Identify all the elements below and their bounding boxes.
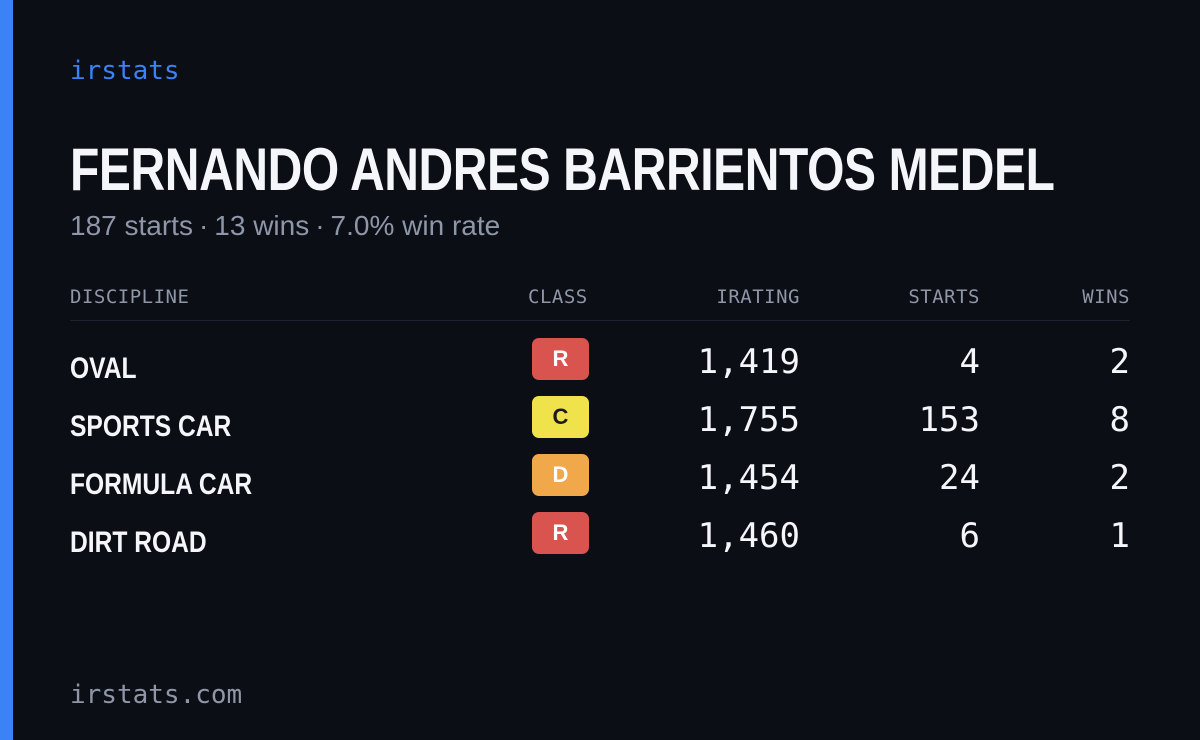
starts-value: 153 (918, 400, 980, 440)
irating-value: 1,755 (697, 400, 800, 440)
license-class-badge: R (532, 512, 589, 554)
driver-summary: 187 starts · 13 wins · 7.0% win rate (70, 210, 500, 242)
discipline-name: SPORTS CAR (70, 410, 232, 443)
discipline-name: DIRT ROAD (70, 526, 207, 559)
wins-value: 1 (1109, 516, 1130, 556)
discipline-name: FORMULA CAR (70, 468, 253, 501)
table-row: DIRT ROAD R 1,460 6 1 (70, 512, 1130, 570)
footer-url: irstats.com (70, 680, 243, 710)
license-class-badge: D (532, 454, 589, 496)
table-row: OVAL R 1,419 4 2 (70, 338, 1130, 396)
summary-win-rate: 7.0% win rate (330, 210, 501, 241)
irating-value: 1,454 (697, 458, 800, 498)
starts-value: 4 (959, 342, 980, 382)
table-header: DISCIPLINE CLASS IRATING STARTS WINS (70, 282, 1130, 321)
table-row: FORMULA CAR D 1,454 24 2 (70, 454, 1130, 512)
header-irating: IRATING (716, 286, 800, 308)
accent-bar (0, 0, 13, 740)
license-class-badge: R (532, 338, 589, 380)
wins-value: 2 (1109, 342, 1130, 382)
table-body: OVAL R 1,419 4 2 SPORTS CAR C 1,755 153 … (70, 321, 1130, 570)
license-class-badge: C (532, 396, 589, 438)
header-wins: WINS (1082, 286, 1130, 308)
wins-value: 2 (1109, 458, 1130, 498)
header-starts: STARTS (908, 286, 980, 308)
irating-value: 1,460 (697, 516, 800, 556)
summary-wins: 13 wins (214, 210, 310, 241)
header-class: CLASS (528, 286, 588, 308)
summary-separator: · (315, 210, 325, 241)
table-row: SPORTS CAR C 1,755 153 8 (70, 396, 1130, 454)
starts-value: 6 (959, 516, 980, 556)
brand-logo-text: irstats (70, 56, 180, 86)
discipline-name: OVAL (70, 352, 137, 385)
license-table: DISCIPLINE CLASS IRATING STARTS WINS OVA… (70, 282, 1130, 570)
wins-value: 8 (1109, 400, 1130, 440)
summary-separator: · (198, 210, 209, 241)
driver-name: FERNANDO ANDRES BARRIENTOS MEDEL (70, 136, 1055, 203)
irating-value: 1,419 (697, 342, 800, 382)
summary-starts: 187 starts (70, 210, 193, 241)
starts-value: 24 (939, 458, 980, 498)
header-discipline: DISCIPLINE (70, 286, 190, 308)
